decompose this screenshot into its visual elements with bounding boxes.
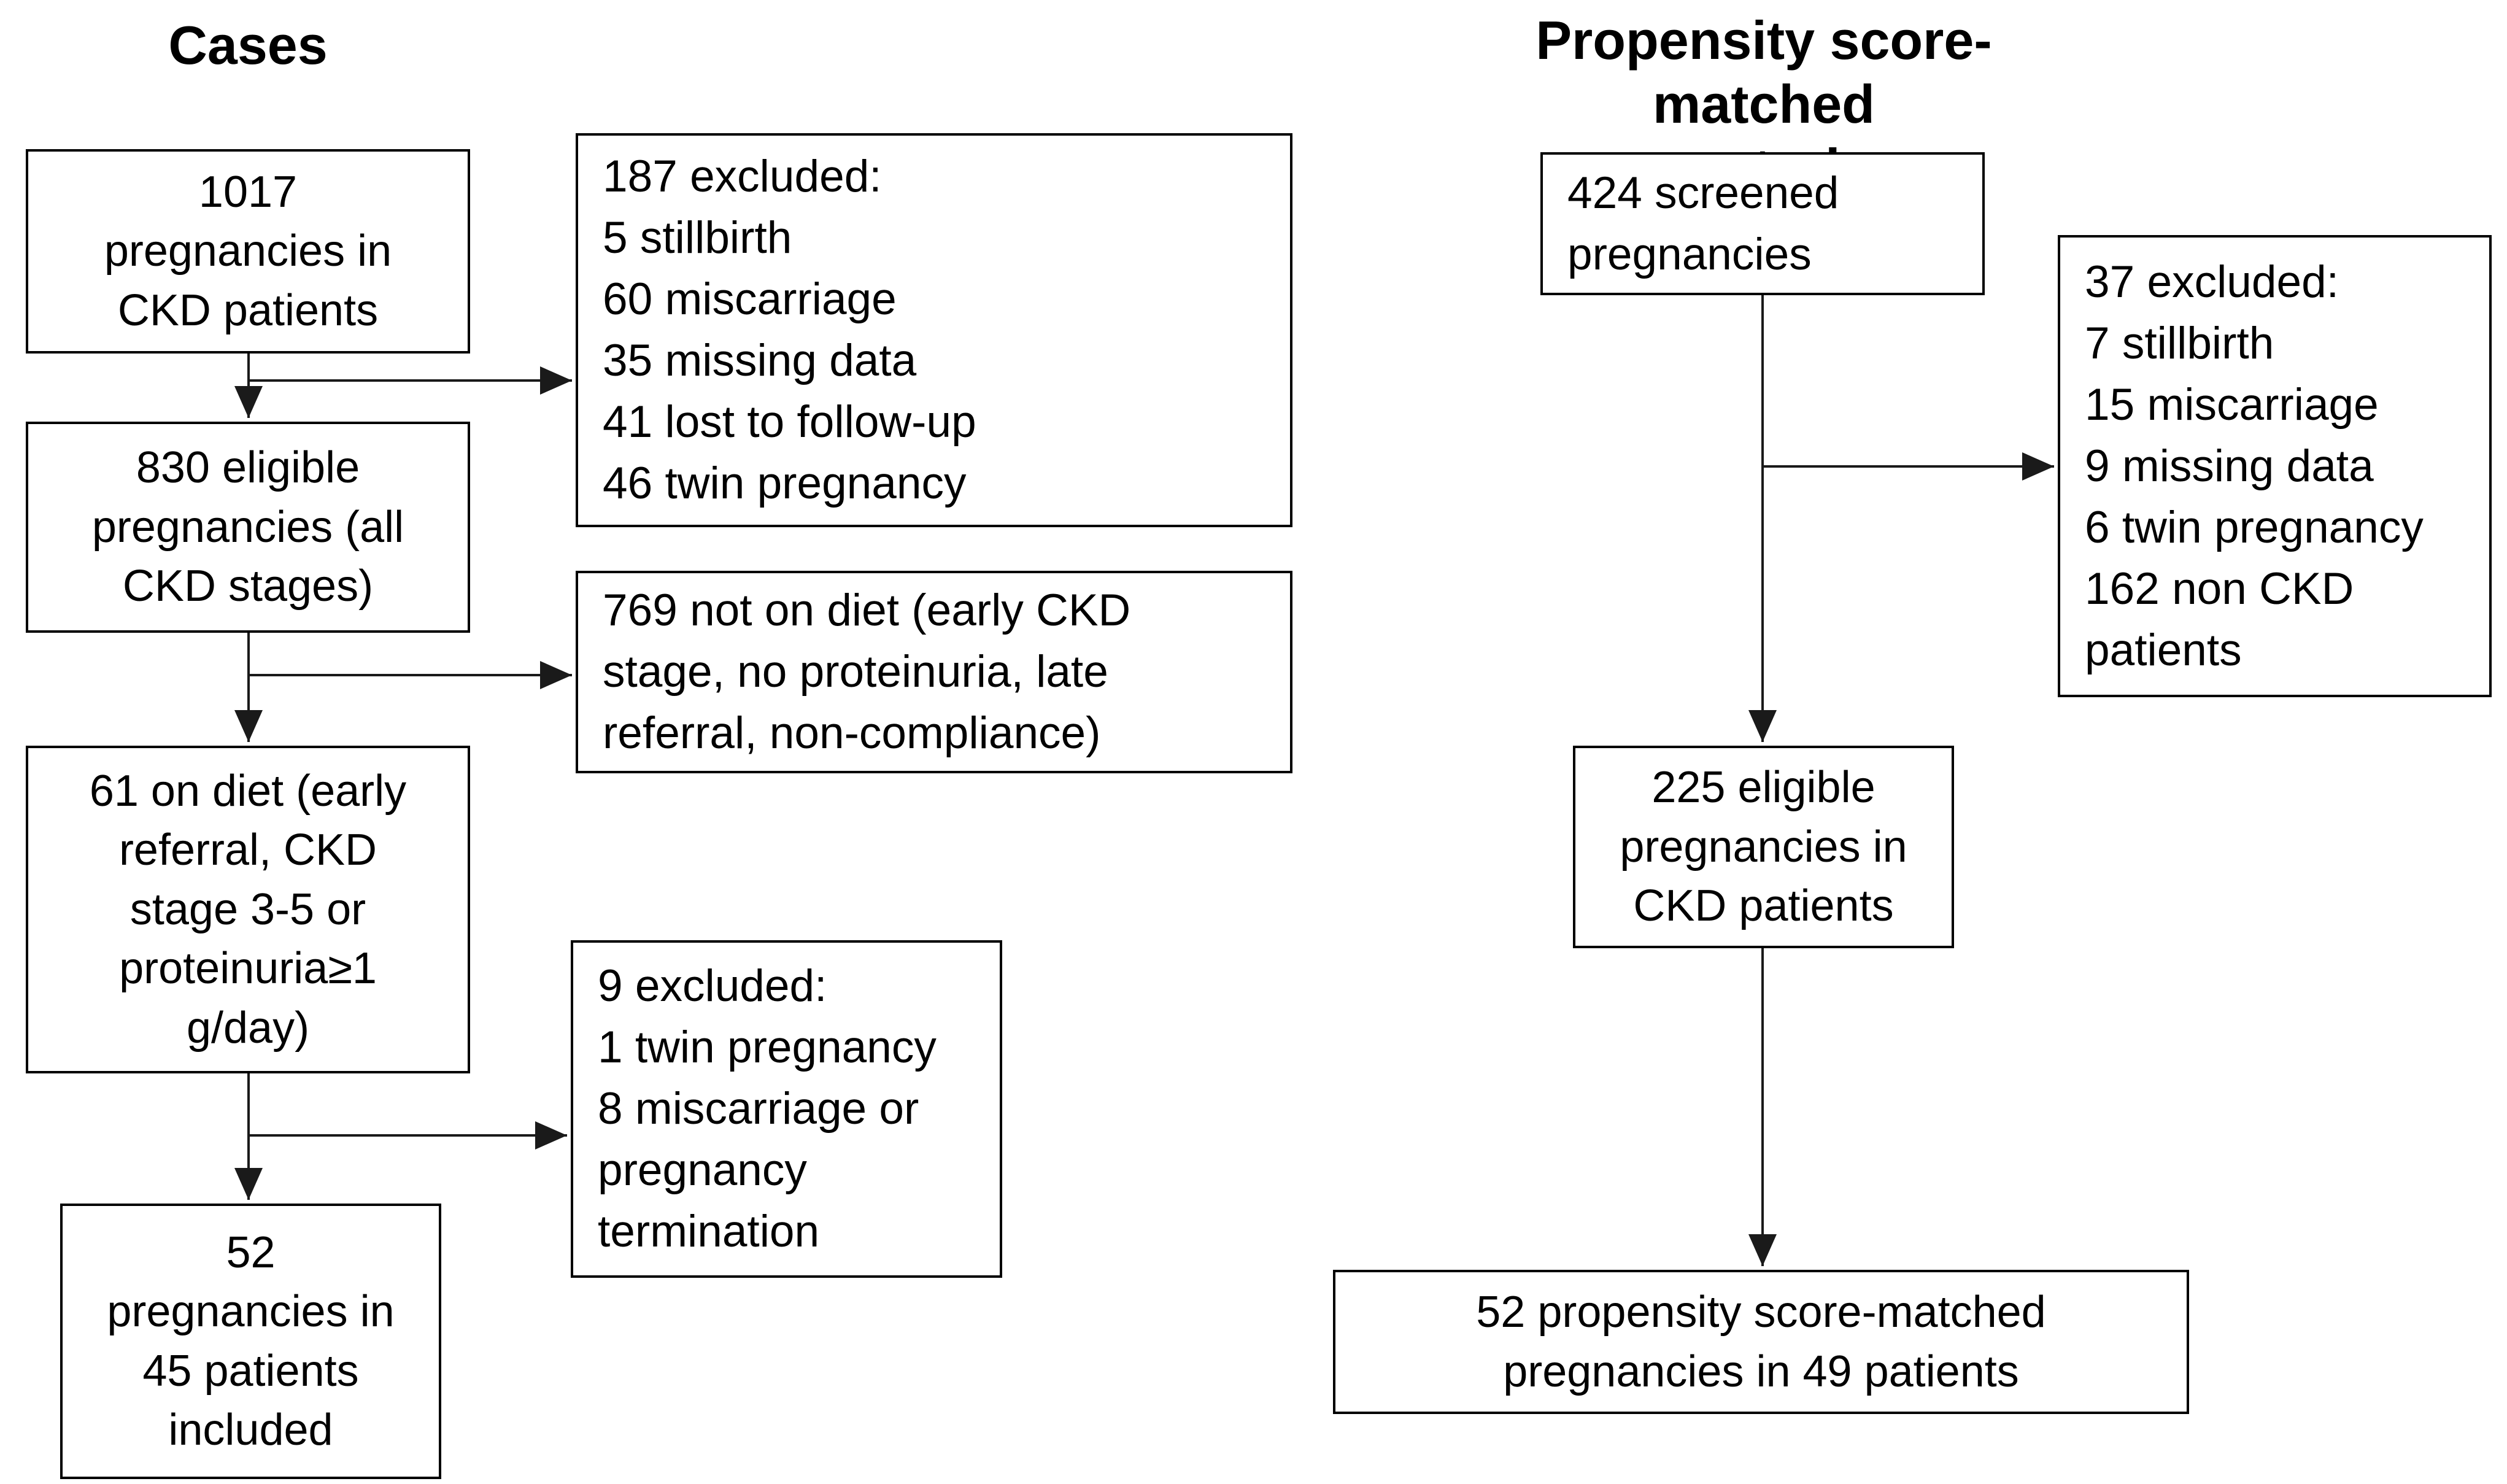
node-1017-pregnancies-ckd: 1017 pregnancies in CKD patients: [26, 149, 470, 354]
node-830-eligible-pregnancies: 830 eligible pregnancies (all CKD stages…: [26, 422, 470, 633]
column-title-propensity-controls: Propensity score-matched controls: [1535, 10, 1992, 198]
node-225-eligible-pregnancies: 225 eligible pregnancies in CKD patients: [1573, 746, 1954, 948]
node-187-excluded: 187 excluded: 5 stillbirth 60 miscarriag…: [576, 133, 1292, 527]
node-52-propensity-matched: 52 propensity score-matched pregnancies …: [1333, 1270, 2189, 1414]
node-61-on-diet: 61 on diet (early referral, CKD stage 3-…: [26, 746, 470, 1073]
node-424-screened-pregnancies: 424 screened pregnancies: [1540, 152, 1985, 295]
column-title-cases: Cases: [168, 15, 328, 75]
node-769-not-on-diet: 769 not on diet (early CKD stage, no pro…: [576, 571, 1292, 773]
node-52-pregnancies-included: 52 pregnancies in 45 patients included: [60, 1204, 441, 1479]
node-37-excluded: 37 excluded: 7 stillbirth 15 miscarriage…: [2058, 235, 2492, 697]
node-9-excluded: 9 excluded: 1 twin pregnancy 8 miscarria…: [571, 940, 1002, 1278]
